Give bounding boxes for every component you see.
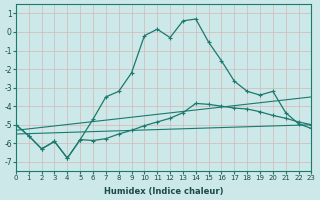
X-axis label: Humidex (Indice chaleur): Humidex (Indice chaleur) [104, 187, 223, 196]
